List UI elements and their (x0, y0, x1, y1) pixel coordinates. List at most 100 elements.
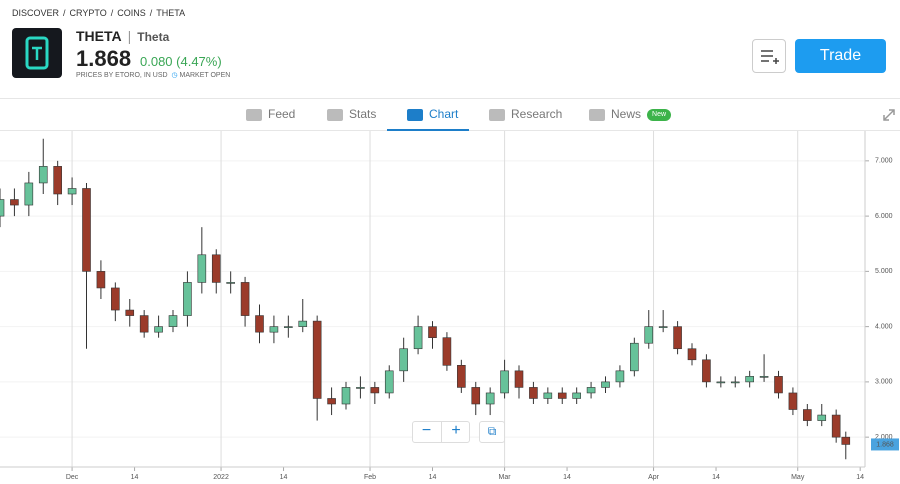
x-tick-label: 2022 (213, 474, 229, 481)
price: 1.868 (76, 46, 132, 71)
candle-body (168, 315, 178, 327)
tab-bar: Feed Stats Chart Research News New (0, 98, 900, 131)
tab-label: Stats (349, 107, 377, 121)
candle-body (255, 315, 264, 333)
candle-body (543, 392, 553, 399)
x-tick-label: 14 (131, 474, 139, 481)
candle-body (0, 199, 5, 217)
candle-body (24, 182, 34, 206)
candle-body (788, 392, 798, 410)
price-change: 0.080 (4.47%) (140, 54, 222, 69)
coin-logo (12, 28, 62, 78)
candle-body (529, 387, 538, 399)
candle-body (831, 414, 841, 438)
instrument-title: THETA | Theta (76, 28, 170, 44)
zoom-in[interactable]: + (441, 421, 470, 443)
candle-body (630, 342, 639, 372)
tab-label: Research (511, 107, 563, 121)
candle-body (615, 370, 625, 383)
crumb[interactable]: DISCOVER (12, 8, 60, 18)
tab-label: Feed (268, 107, 296, 121)
tab[interactable]: Chart (387, 99, 469, 131)
x-tick-label: 14 (712, 474, 720, 481)
chart: 2.000 3.000 4.000 5.000 6.000 7.000 Dec 14 2022 1… (0, 131, 899, 481)
candle-body (644, 326, 654, 344)
candle-body (370, 387, 380, 394)
candle-body (687, 348, 697, 361)
candle-body (139, 315, 149, 333)
candle-body (759, 376, 769, 378)
market-status: MARKET OPEN (179, 72, 231, 79)
candle-body (298, 320, 308, 327)
candle-body (586, 387, 596, 394)
candle-body (658, 326, 668, 328)
x-tick-label: May (791, 474, 805, 481)
candle-body (457, 365, 466, 388)
candle-body (197, 254, 207, 283)
tab-label: Chart (429, 107, 459, 121)
x-tick-label: 14 (563, 474, 571, 481)
tab[interactable]: Feed (246, 99, 295, 131)
candle-body (96, 271, 106, 289)
x-tick-label: Apr (648, 474, 660, 481)
last-price-badge (871, 438, 899, 451)
candle-body (817, 414, 827, 421)
candle-body (841, 436, 851, 445)
candle-body (38, 166, 48, 184)
tab-badge: New (647, 108, 672, 121)
x-tick-label: 14 (429, 474, 437, 481)
candle-body (211, 254, 221, 283)
source: PRICES BY ETORO, IN USD (76, 72, 168, 79)
candle-body (601, 381, 610, 388)
y-tick-label: 4.000 (875, 323, 893, 330)
candle-body (384, 370, 394, 394)
y-tick-label: 2.000 (875, 434, 893, 441)
candle-body (269, 326, 279, 333)
candle-body (428, 326, 437, 338)
symbol: THETA (76, 28, 122, 44)
candle-body (673, 326, 682, 350)
fullscreen-icon[interactable] (882, 108, 896, 122)
candle-body (67, 188, 77, 195)
x-tick-label: Feb (364, 474, 376, 481)
candle-body (745, 376, 754, 383)
candle-body (312, 320, 322, 399)
tab-label: News (611, 107, 642, 121)
candle-body (240, 282, 250, 316)
trade-button[interactable]: Trade (795, 39, 886, 73)
crumb[interactable]: COINS (117, 8, 146, 18)
crumb[interactable]: CRYPTO (69, 8, 107, 18)
candle-body (284, 326, 293, 328)
candle-body (183, 282, 192, 316)
candle-body (154, 326, 163, 333)
instrument-name: Theta (137, 30, 170, 44)
candle-body (10, 199, 19, 206)
tab[interactable]: Stats (327, 99, 376, 131)
watchlist-button[interactable] (752, 39, 786, 73)
x-tick-label: Mar (499, 474, 512, 481)
candle-body (774, 376, 783, 394)
candle-body (341, 387, 351, 405)
candle-body (500, 370, 509, 394)
zoom-out[interactable]: − (421, 422, 432, 439)
breadcrumb: DISCOVER / CRYPTO / COINS / THETA (12, 8, 186, 18)
y-tick-label: 5.000 (875, 268, 893, 275)
last-price-label: 1.868 (876, 441, 894, 448)
x-tick-label: 14 (280, 474, 288, 481)
share[interactable]: ⧉ (479, 421, 505, 443)
candle-body (399, 348, 408, 372)
candle-body (53, 166, 62, 195)
crumb: THETA (156, 8, 186, 18)
tab[interactable]: Research (489, 99, 562, 131)
y-tick-label: 7.000 (875, 158, 893, 165)
candle-body (485, 392, 495, 405)
candle-body (226, 282, 235, 284)
candle-body (356, 387, 365, 389)
candle-body (557, 392, 567, 399)
candle-body (327, 398, 336, 405)
candle-body (471, 387, 481, 405)
y-tick-label: 3.000 (875, 379, 893, 386)
tab[interactable]: News New (589, 99, 672, 131)
candle-body (82, 188, 91, 272)
